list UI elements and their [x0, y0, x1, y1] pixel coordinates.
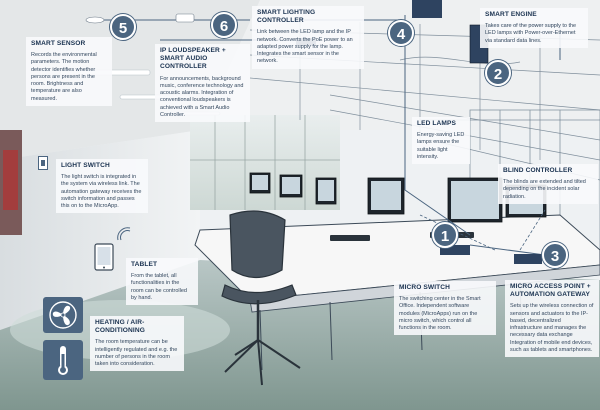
smart-lighting-box: SMART LIGHTING CONTROLLER Link between t…	[252, 6, 364, 69]
ip-loudspeaker-box: IP LOUDSPEAKER + SMART AUDIO CONTROLLER …	[155, 44, 250, 123]
light-switch-icon	[38, 156, 48, 170]
heating-desc: The room temperature can be intelligentl…	[95, 339, 178, 368]
micro-access-desc: Sets up the wireless connection of senso…	[510, 303, 594, 353]
tablet-icon	[94, 243, 114, 271]
ip-loudspeaker-title: IP LOUDSPEAKER + SMART AUDIO CONTROLLER	[160, 47, 245, 72]
smart-lighting-desc: Link between the LED lamp and the IP net…	[257, 29, 353, 65]
badge-2: 2	[485, 60, 511, 86]
thermometer-icon	[43, 340, 83, 380]
smart-engine-title: SMART ENGINE	[485, 11, 537, 18]
led-lamps-title: LED LAMPS	[417, 120, 456, 127]
tablet-box: TABLET From the tablet, all functionalit…	[126, 258, 198, 306]
smart-sensor-box: SMART SENSOR Records the environmental p…	[26, 37, 112, 106]
wireless-icon	[117, 227, 131, 241]
badge-4: 4	[388, 20, 414, 46]
light-switch-title: LIGHT SWITCH	[61, 162, 110, 169]
tablet-title: TABLET	[131, 261, 158, 268]
smart-sensor-title: SMART SENSOR	[31, 40, 86, 47]
badge-1: 1	[432, 222, 458, 248]
ip-loudspeaker-title-line2: SMART AUDIO CONTROLLER	[160, 55, 208, 71]
led-lamps-box: LED LAMPS Energy-saving LED lamps ensure…	[412, 117, 470, 165]
light-switch-box: LIGHT SWITCH The light switch is integra…	[56, 159, 148, 214]
blind-controller-box: BLIND CONTROLLER The blinds are extended…	[498, 164, 598, 204]
smart-engine-box: SMART ENGINE Takes care of the power sup…	[480, 8, 588, 48]
micro-access-title-line2: AUTOMATION GATEWAY	[510, 291, 590, 299]
micro-switch-desc: The switching center in the Smart Office…	[399, 296, 481, 332]
ip-loudspeaker-desc: For announcements, background music, con…	[160, 75, 244, 118]
fan-icon	[43, 297, 83, 333]
ip-loudspeaker-title-line1: IP LOUDSPEAKER +	[160, 47, 226, 54]
micro-switch-title: MICRO SWITCH	[399, 284, 451, 291]
heating-title: HEATING / AIR-CONDITIONING	[95, 319, 145, 335]
micro-access-title-line1: MICRO ACCESS POINT +	[510, 283, 591, 290]
tablet-desc: From the tablet, all functionalities in …	[131, 273, 187, 301]
micro-access-title: MICRO ACCESS POINT + AUTOMATION GATEWAY	[510, 283, 594, 299]
micro-access-box: MICRO ACCESS POINT + AUTOMATION GATEWAY …	[505, 280, 599, 358]
badge-6: 6	[211, 12, 237, 38]
light-switch-desc: The light switch is integrated in the sy…	[61, 174, 142, 210]
badge-3: 3	[542, 242, 568, 268]
badge-5: 5	[110, 14, 136, 40]
smart-sensor-desc: Records the environmental parameters. Th…	[31, 52, 97, 102]
smart-engine-desc: Takes care of the power supply to the LE…	[485, 23, 577, 44]
blind-controller-title: BLIND CONTROLLER	[503, 167, 573, 174]
smart-lighting-title: SMART LIGHTING CONTROLLER	[257, 9, 316, 25]
heating-box: HEATING / AIR-CONDITIONING The room temp…	[90, 316, 184, 372]
blind-controller-desc: The blinds are extended and tilted depen…	[503, 179, 586, 200]
led-lamps-desc: Energy-saving LED lamps ensure the suita…	[417, 132, 465, 160]
micro-switch-box: MICRO SWITCH The switching center in the…	[394, 281, 496, 336]
